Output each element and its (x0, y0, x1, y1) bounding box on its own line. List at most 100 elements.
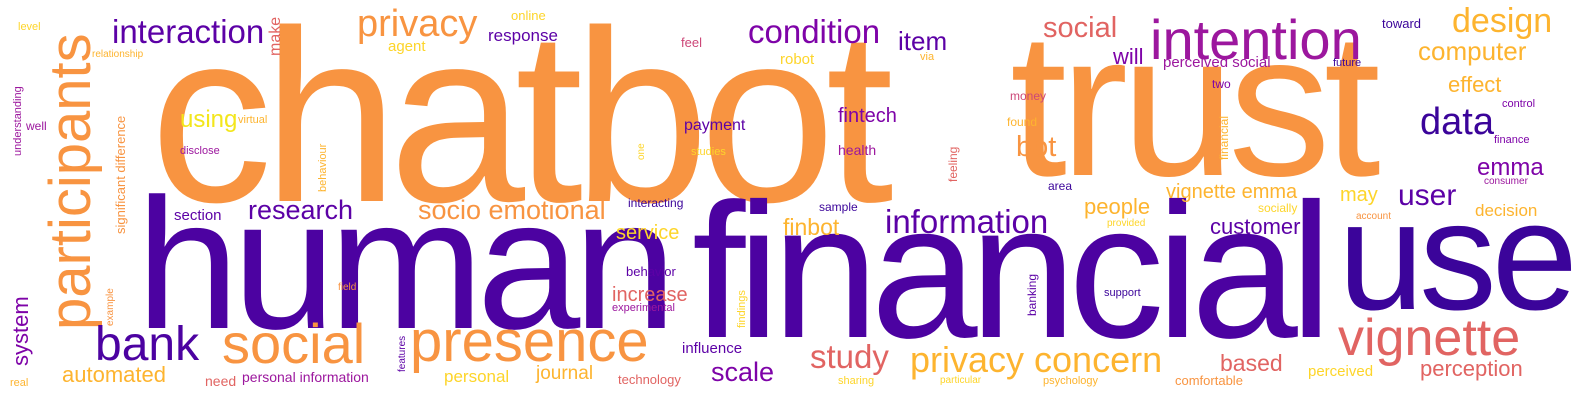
word-consumer: consumer (1484, 176, 1528, 187)
word-found: found (1007, 115, 1038, 129)
word-technology: technology (618, 372, 681, 387)
word-one: one (636, 143, 647, 160)
word-emma: emma (1477, 154, 1544, 181)
word-data: data (1420, 101, 1494, 143)
word-user: user (1398, 179, 1457, 212)
word-decision: decision (1475, 201, 1538, 220)
word-service: service (616, 222, 680, 244)
word-design: design (1452, 2, 1553, 40)
word-item: item (898, 26, 948, 56)
word-area: area (1048, 179, 1073, 193)
word-finance: finance (1494, 134, 1530, 146)
word-computer: computer (1418, 36, 1527, 66)
word-real: real (10, 377, 29, 389)
word-make: make (267, 16, 284, 56)
word-toward: toward (1382, 16, 1422, 31)
word-support: support (1104, 287, 1141, 299)
word-vignette-emma: vignette emma (1166, 181, 1298, 203)
word-two: two (1212, 77, 1231, 91)
word-behavior: behavior (626, 264, 676, 279)
word-information: information (885, 203, 1049, 240)
word-social-large: social (222, 312, 366, 375)
word-particular: particular (940, 375, 982, 386)
word-perception: perception (1420, 356, 1523, 381)
word-online: online (511, 8, 546, 23)
word-socially: socially (1258, 201, 1298, 215)
word-need: need (205, 373, 237, 389)
word-features: features (397, 335, 408, 372)
word-well: well (26, 119, 47, 133)
word-customer: customer (1210, 214, 1301, 239)
word-may: may (1340, 184, 1378, 206)
word-human: human (136, 161, 677, 368)
word-privacy-concern: privacy concern (910, 339, 1163, 380)
word-interaction: interaction (112, 13, 265, 50)
word-trust: trust (1010, 0, 1381, 219)
word-future: future (1333, 57, 1362, 69)
word-financial-small: financial (1217, 115, 1231, 160)
word-personal: personal (444, 367, 510, 386)
word-privacy: privacy (357, 3, 478, 45)
word-feel: feel (681, 35, 702, 50)
word-relationship: relationship (92, 49, 144, 60)
word-personal-information: personal information (242, 369, 369, 385)
word-use: use (1338, 169, 1576, 342)
word-perceived: perceived (1308, 363, 1374, 380)
word-will: will (1113, 44, 1144, 69)
word-health: health (838, 142, 877, 158)
word-intention: intention (1150, 8, 1362, 71)
word-via: via (920, 51, 935, 63)
word-sharing: sharing (838, 375, 875, 387)
word-money: money (1010, 89, 1047, 103)
word-banking: banking (1025, 273, 1039, 316)
word-bank: bank (95, 318, 200, 371)
word-bot: bot (1016, 131, 1057, 163)
word-feeling: feeling (946, 146, 960, 182)
word-social-small: social (1043, 12, 1118, 44)
word-response: response (488, 26, 558, 45)
word-significant-difference: significant difference (113, 115, 128, 234)
word-automated: automated (62, 362, 166, 387)
word-scale: scale (711, 357, 775, 387)
word-financial: financial (692, 163, 1332, 378)
word-psychology: psychology (1043, 375, 1099, 387)
word-participants: participants (38, 33, 103, 330)
word-studies: studies (691, 146, 726, 158)
word-robot: robot (780, 51, 815, 68)
word-using: using (180, 106, 238, 133)
word-based: based (1220, 350, 1283, 376)
word-payment: payment (684, 117, 746, 134)
word-section: section (174, 207, 222, 224)
word-finbot: finbot (783, 214, 840, 240)
word-virtual: virtual (238, 114, 268, 126)
word-comfortable: comfortable (1175, 373, 1243, 388)
word-increase: increase (612, 284, 688, 306)
word-agent: agent (388, 38, 426, 55)
word-control: control (1502, 98, 1536, 110)
word-vignette: vignette (1338, 309, 1521, 367)
word-fintech: fintech (838, 105, 897, 127)
word-chatbot: chatbot (150, 0, 894, 253)
word-experimental: experimental (612, 302, 675, 314)
word-journal: journal (536, 363, 594, 384)
word-research: research (248, 195, 354, 225)
word-interacting: interacting (628, 196, 684, 210)
word-account: account (1356, 211, 1392, 222)
word-field: field (338, 282, 357, 293)
word-provided: provided (1107, 218, 1146, 229)
word-sample: sample (819, 200, 858, 214)
word-socio-emotional: socio emotional (418, 195, 606, 225)
word-level: level (18, 21, 41, 33)
word-example: example (105, 288, 116, 326)
word-perceived-social: perceived social (1163, 54, 1271, 71)
word-condition: condition (748, 13, 881, 50)
word-effect: effect (1448, 72, 1502, 97)
word-presence: presence (410, 309, 649, 374)
word-findings: findings (736, 290, 748, 328)
word-system: system (8, 296, 33, 366)
word-people: people (1084, 194, 1151, 219)
word-behaviour: behaviour (317, 143, 329, 192)
word-influence: influence (682, 340, 743, 357)
word-understanding: understanding (12, 86, 24, 156)
